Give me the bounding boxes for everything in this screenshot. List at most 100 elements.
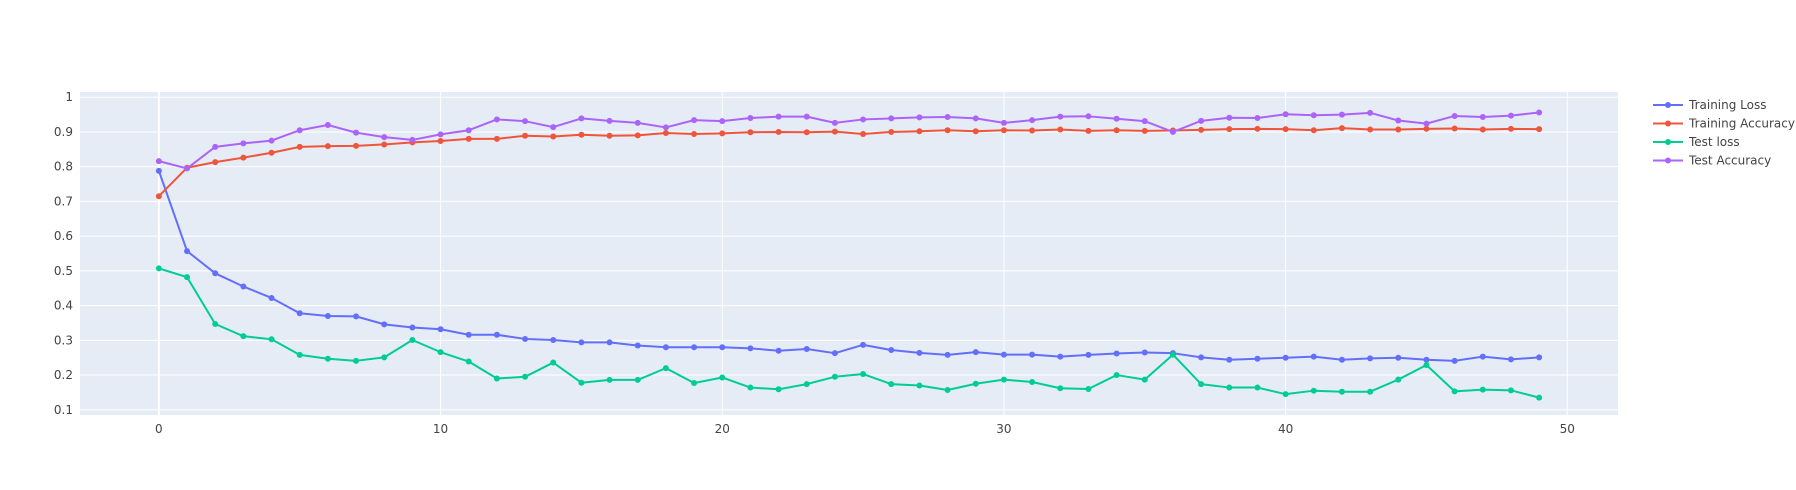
test-loss-point: [606, 376, 613, 383]
test-loss-point: [944, 386, 951, 393]
series-test-loss: [155, 265, 1543, 401]
test-accuracy-point: [662, 124, 669, 131]
training-accuracy-point: [353, 142, 360, 149]
test-accuracy-point: [268, 137, 275, 144]
training-accuracy-point: [493, 135, 500, 142]
test-accuracy-point: [888, 115, 895, 122]
training-loss-point: [155, 167, 162, 174]
x-tick-label: 30: [996, 422, 1011, 436]
y-tick-label: 0.8: [54, 160, 73, 174]
test-loss-point: [184, 274, 191, 281]
test-loss-point: [1169, 351, 1176, 358]
training-loss-point: [606, 339, 613, 346]
test-accuracy-point: [381, 134, 388, 141]
legend-marker: [1665, 102, 1671, 108]
test-accuracy-point: [184, 165, 191, 172]
test-accuracy-point: [831, 119, 838, 126]
test-loss-point: [522, 373, 529, 380]
legend-marker: [1665, 157, 1671, 164]
legend-label: Test loss: [1688, 135, 1740, 149]
test-loss-point: [437, 349, 444, 356]
test-accuracy-point: [1254, 115, 1261, 122]
test-loss-point: [1141, 376, 1148, 383]
training-accuracy-point: [747, 129, 754, 136]
training-loss-point: [240, 283, 247, 290]
training-accuracy-point: [831, 128, 838, 135]
test-loss-point: [691, 380, 698, 387]
training-loss-point: [775, 347, 782, 354]
training-accuracy-point: [1338, 125, 1345, 132]
training-accuracy-point: [944, 127, 951, 134]
test-accuracy-point: [775, 113, 782, 120]
test-loss-point: [860, 371, 867, 378]
test-accuracy-point: [240, 140, 247, 147]
test-loss-point: [493, 375, 500, 382]
training-loss-point: [1395, 354, 1402, 361]
training-loss-point: [381, 321, 388, 328]
test-loss-point: [240, 333, 247, 340]
training-accuracy-point: [1085, 127, 1092, 134]
series-layer: [155, 109, 1543, 401]
training-accuracy-point: [775, 128, 782, 135]
training-loss-point: [1479, 353, 1486, 360]
legend-item-training-loss[interactable]: Training Loss: [1653, 98, 1766, 112]
training-loss-point: [184, 248, 191, 255]
test-loss-point: [1367, 388, 1374, 395]
test-accuracy-point: [324, 121, 331, 128]
series-test-accuracy: [155, 109, 1543, 172]
training-accuracy-point: [662, 129, 669, 136]
test-accuracy-point: [1226, 114, 1233, 121]
training-accuracy-point: [240, 154, 247, 161]
test-accuracy-point: [296, 127, 303, 134]
y-axis-ticks: 0.1 0.2 0.3 0.4 0.5 0.6 0.7 0.8 0.9 1: [54, 90, 73, 417]
training-loss-point: [634, 342, 641, 349]
training-loss-point: [522, 335, 529, 342]
training-accuracy-point: [1113, 127, 1120, 134]
training-loss-point: [1057, 353, 1064, 360]
x-tick-label: 40: [1278, 422, 1293, 436]
training-accuracy-point: [1029, 127, 1036, 134]
test-accuracy-point: [522, 118, 529, 125]
test-loss-point: [353, 357, 360, 364]
training-loss-point: [1451, 357, 1458, 364]
test-loss-point: [1451, 388, 1458, 395]
legend-item-test-accuracy[interactable]: Test Accuracy: [1653, 154, 1771, 168]
test-loss-point: [747, 384, 754, 391]
test-loss-point: [662, 365, 669, 372]
test-accuracy-point: [1507, 112, 1514, 119]
training-loss-point: [409, 324, 416, 331]
test-accuracy-point: [1395, 117, 1402, 124]
training-loss-point: [916, 349, 923, 356]
y-tick-label: 0.4: [54, 299, 73, 313]
test-loss-point: [1085, 385, 1092, 392]
test-accuracy-point: [803, 113, 810, 120]
training-accuracy-point: [1198, 126, 1205, 133]
test-accuracy-point: [860, 116, 867, 123]
training-loss-point: [1282, 354, 1289, 361]
y-tick-label: 1: [65, 90, 73, 104]
legend-item-test-loss[interactable]: Test loss: [1653, 135, 1740, 149]
training-loss-point: [1113, 350, 1120, 357]
test-accuracy-point: [634, 119, 641, 126]
training-loss-point: [1198, 354, 1205, 361]
test-loss-point: [409, 336, 416, 343]
training-loss-point: [550, 336, 557, 343]
training-loss-point: [888, 347, 895, 354]
legend-item-training-accuracy[interactable]: Training Accuracy: [1653, 117, 1795, 131]
x-axis-ticks: 0 10 20 30 40 50: [155, 422, 1575, 436]
training-accuracy-point: [1310, 127, 1317, 134]
training-loss-point: [578, 339, 585, 346]
test-loss-point: [1479, 386, 1486, 393]
training-loss-point: [747, 345, 754, 352]
training-loss-line: [157, 170, 1540, 362]
test-accuracy-point: [1000, 119, 1007, 126]
test-loss-point: [296, 351, 303, 358]
test-loss-point: [1113, 372, 1120, 379]
test-loss-point: [268, 336, 275, 343]
training-accuracy-point: [324, 143, 331, 150]
test-accuracy-point: [916, 114, 923, 121]
test-accuracy-point: [1198, 117, 1205, 124]
legend-marker: [1665, 139, 1671, 145]
training-accuracy-line: [158, 127, 1540, 197]
legend[interactable]: Training Loss Training Accuracy Test loss T…: [1653, 98, 1795, 168]
